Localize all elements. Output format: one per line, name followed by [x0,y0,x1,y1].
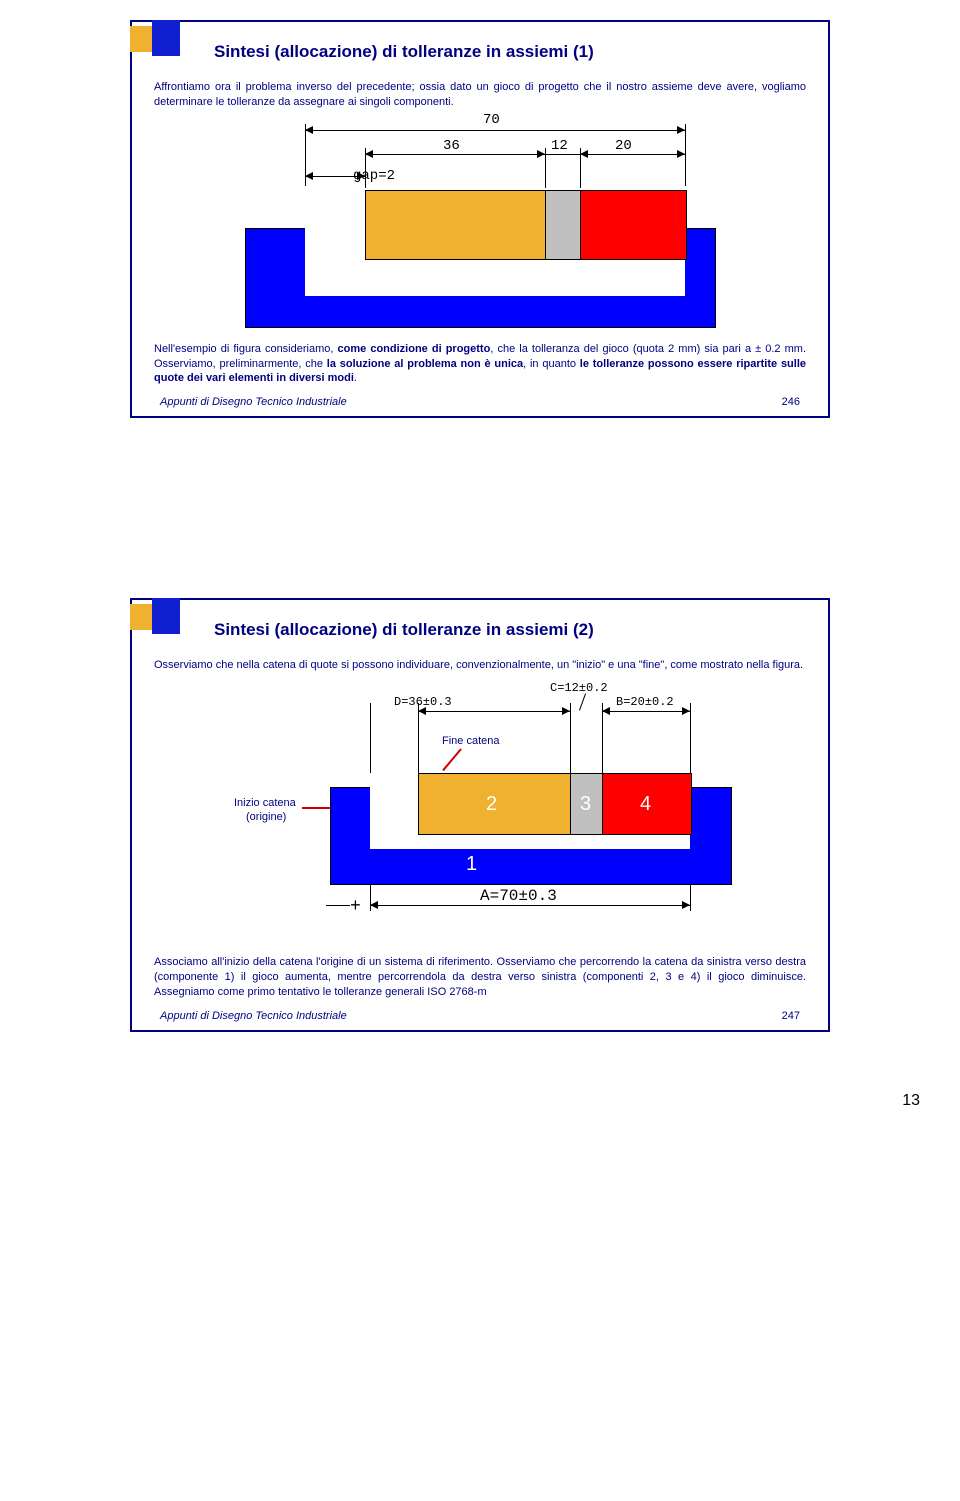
origin-plus-icon: + [350,897,361,917]
arrow-right-icon [357,172,365,180]
arrow-left-icon [370,901,378,909]
dim-label-70: 70 [483,112,500,128]
anno-inizio-catena-1: Inizio catena [234,797,296,809]
corner-accent [130,20,200,70]
block-gray [545,190,582,260]
corner-blue-shape [152,598,180,634]
text-span: Nell'esempio di figura consideriamo, [154,343,338,355]
arrow-left-icon [305,172,313,180]
arrow-right-icon [677,150,685,158]
anno-fine-catena: Fine catena [442,735,499,747]
blocks-row [245,190,715,328]
tick-line [326,905,350,906]
spacer [0,478,960,578]
dim-line-20 [580,154,685,155]
dim-label-12: 12 [551,138,568,154]
slide-1-para-2: Nell'esempio di figura consideriamo, com… [154,342,806,387]
ext-line [690,703,691,773]
slide-1-para-1: Affrontiamo ora il problema inverso del … [154,80,806,110]
bold-text: come condizione di progetto [338,343,491,355]
slide-2-para-1: Osserviamo che nella catena di quote si … [154,658,806,673]
dim-label-c: C=12±0.2 [550,681,608,695]
leader-line [579,693,586,710]
dim-line-12 [545,154,580,155]
dim-line-36 [365,154,545,155]
dim-line-70 [305,130,685,131]
block-number-1: 1 [466,853,477,876]
dim-line-d [418,711,570,712]
slide-2: Sintesi (allocazione) di tolleranze in a… [130,598,830,1031]
ext-line [570,703,571,773]
slide-2-para-2: Associamo all'inizio della catena l'orig… [154,955,806,1000]
dim-row: 70 36 12 20 gap=2 [245,120,715,190]
slide-1: Sintesi (allocazione) di tolleranze in a… [130,20,830,418]
diagram-1: 70 36 12 20 gap=2 [245,120,715,328]
arrow-left-icon [365,150,373,158]
arrow-left-icon [305,126,313,134]
diagram-2: Fine catena Inizio catena (origine) 2 3 … [210,683,750,943]
dim-label-a: A=70±0.3 [480,887,557,905]
arrow-right-icon [677,126,685,134]
arrow-right-icon [682,901,690,909]
block-red [580,190,687,260]
arrow-right-icon [562,707,570,715]
arrow-left-icon [418,707,426,715]
ext-line [690,883,691,911]
arrow-right-icon [537,150,545,158]
slide-2-footer: Appunti di Disegno Tecnico Industriale 2… [154,1010,806,1022]
text-span: . [354,372,357,384]
slide-1-title: Sintesi (allocazione) di tolleranze in a… [214,42,806,62]
footer-page: 247 [782,1010,800,1022]
dim-line-gap [305,176,365,177]
text-span: , in quanto [523,358,580,370]
footer-left: Appunti di Disegno Tecnico Industriale [160,1010,347,1022]
dim-label-20: 20 [615,138,632,154]
arrow-left-icon [602,707,610,715]
page-container: Sintesi (allocazione) di tolleranze in a… [0,20,960,1110]
slide-1-footer: Appunti di Disegno Tecnico Industriale 2… [154,396,806,408]
block-orange [365,190,547,260]
corner-blue-shape [152,20,180,56]
block-number-3: 3 [580,793,591,816]
anno-inizio-catena-2: (origine) [246,811,286,823]
red-arrow [442,748,462,771]
block-number-2: 2 [486,793,497,816]
ext-line [370,703,371,773]
footer-page: 246 [782,396,800,408]
dim-line-b [602,711,690,712]
ext-line [685,124,686,186]
dim-line-a [370,905,690,906]
corner-accent [130,598,200,648]
dim-label-b: B=20±0.2 [616,695,674,709]
bold-text: la soluzione al problema non è unica [327,358,523,370]
footer-left: Appunti di Disegno Tecnico Industriale [160,396,347,408]
dim-label-36: 36 [443,138,460,154]
slide-2-title: Sintesi (allocazione) di tolleranze in a… [214,620,806,640]
page-number: 13 [0,1092,960,1110]
arrow-right-icon [682,707,690,715]
arrow-left-icon [580,150,588,158]
block-number-4: 4 [640,793,651,816]
